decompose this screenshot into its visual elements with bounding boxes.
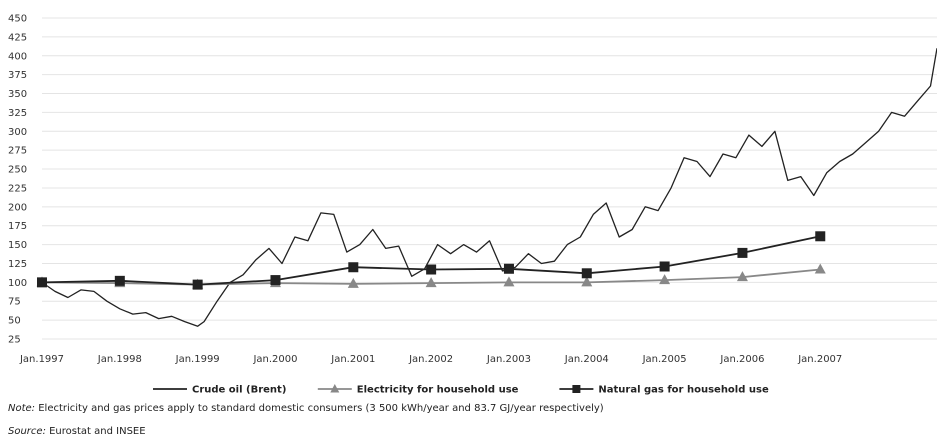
- data-point-triangle: [659, 274, 671, 285]
- chart-note: Note: Electricity and gas prices apply t…: [8, 403, 604, 414]
- legend: Crude oil (Brent) Electricity for househo…: [153, 384, 769, 396]
- y-axis-ticks: 25 50 75 100 125 150 175 200 225 250 275 300 325 350 3…: [8, 14, 27, 346]
- y-tick-label: 175: [8, 221, 27, 232]
- y-tick-label: 225: [8, 183, 27, 194]
- x-tick-label: Jan.2003: [486, 354, 531, 365]
- data-point-triangle: [814, 263, 826, 274]
- x-tick-label: Jan.1998: [97, 354, 142, 365]
- x-tick-label: Jan.2004: [564, 354, 609, 365]
- note-text: Electricity and gas prices apply to stan…: [35, 403, 604, 414]
- data-point-square: [37, 277, 47, 288]
- series-group: [36, 48, 937, 327]
- y-tick-label: 425: [8, 32, 27, 43]
- y-tick-label: 325: [8, 108, 27, 119]
- data-point-square: [426, 264, 437, 275]
- data-point-square: [581, 268, 592, 279]
- y-tick-label: 400: [8, 51, 27, 62]
- data-point-square: [348, 262, 359, 273]
- y-tick-label: 50: [8, 316, 21, 327]
- legend-label: Natural gas for household use: [598, 385, 769, 396]
- data-point-square: [737, 247, 748, 258]
- grid-lines: [42, 17, 937, 340]
- x-tick-label: Jan.2002: [408, 354, 453, 365]
- data-point-triangle: [503, 276, 515, 287]
- y-tick-label: 125: [8, 259, 27, 270]
- y-tick-label: 275: [8, 146, 27, 157]
- y-tick-label: 300: [8, 127, 27, 138]
- legend-marker-triangle: [330, 384, 340, 393]
- source-label: Source:: [8, 426, 46, 437]
- y-tick-label: 75: [8, 297, 21, 308]
- data-point-square: [815, 231, 826, 242]
- x-tick-label: Jan.2006: [719, 354, 764, 365]
- series-line: [41, 48, 937, 327]
- x-axis-ticks: Jan.1997 Jan.1998 Jan.1999 Jan.2000 Jan.2001…: [19, 354, 842, 365]
- chart-source: Source: Eurostat and INSEE: [8, 426, 146, 437]
- x-tick-label: Jan.1997: [19, 354, 64, 365]
- legend-marker-square: [572, 385, 581, 393]
- data-point-triangle: [425, 277, 437, 288]
- y-tick-label: 450: [8, 14, 27, 25]
- data-point-square: [270, 275, 281, 286]
- data-point-square: [192, 279, 203, 290]
- note-label: Note:: [8, 403, 36, 414]
- x-tick-label: Jan.1999: [175, 354, 220, 365]
- y-tick-label: 25: [8, 335, 21, 346]
- legend-label: Crude oil (Brent): [192, 385, 286, 396]
- data-point-square: [659, 261, 670, 272]
- y-tick-label: 350: [8, 89, 27, 100]
- data-point-triangle: [581, 276, 593, 287]
- y-tick-label: 150: [8, 240, 27, 251]
- data-point-triangle: [736, 271, 748, 282]
- y-tick-label: 100: [8, 278, 27, 289]
- x-tick-label: Jan.2005: [642, 354, 687, 365]
- data-point-triangle: [347, 277, 359, 288]
- data-point-square: [503, 263, 514, 274]
- source-text: Eurostat and INSEE: [45, 426, 146, 437]
- legend-label: Electricity for household use: [357, 385, 519, 396]
- y-tick-label: 250: [8, 165, 27, 176]
- data-point-square: [114, 275, 125, 286]
- y-tick-label: 375: [8, 70, 27, 81]
- x-tick-label: Jan.2007: [797, 354, 842, 365]
- x-tick-label: Jan.2000: [252, 354, 297, 365]
- y-tick-label: 200: [8, 202, 27, 213]
- x-tick-label: Jan.2001: [330, 354, 375, 365]
